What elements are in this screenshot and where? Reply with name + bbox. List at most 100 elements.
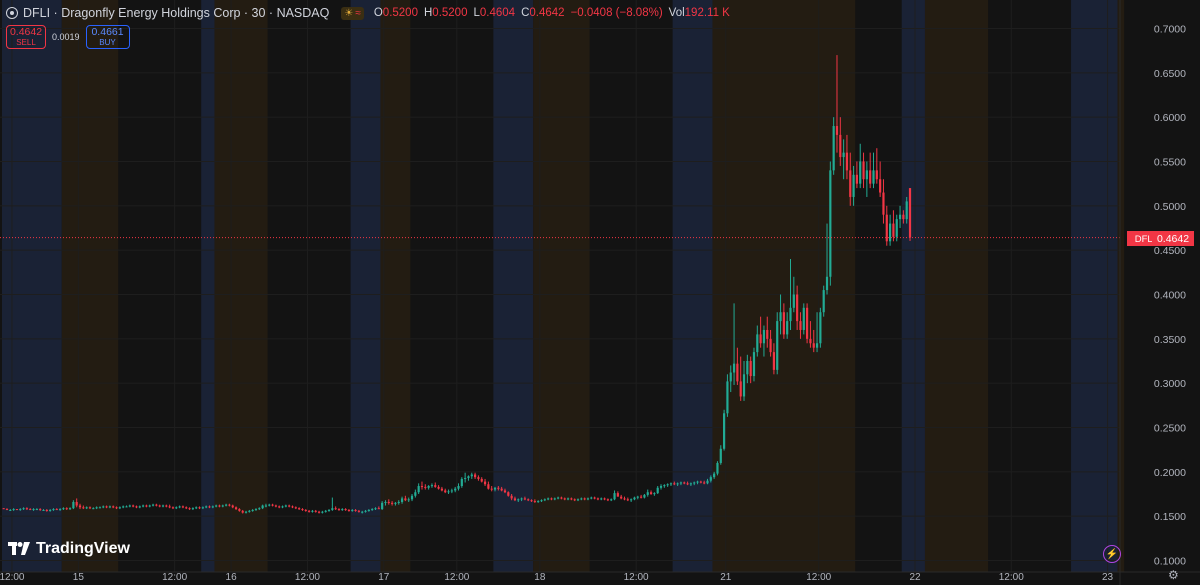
- ohlc-legend: O0.5200 H0.5200 L0.4604 C0.4642 −0.0408 …: [374, 7, 730, 19]
- candle-body: [842, 152, 845, 158]
- candle-body: [254, 509, 258, 511]
- candle-body: [32, 509, 35, 511]
- candle-body: [573, 499, 576, 501]
- candle-body: [822, 290, 825, 313]
- candle-body: [271, 504, 274, 506]
- premarket-session-band: [901, 0, 925, 572]
- candle-body: [208, 506, 211, 508]
- candle-body: [474, 474, 477, 478]
- session-badge[interactable]: ☀ ≈: [341, 6, 364, 20]
- candle-body: [517, 499, 520, 501]
- candle-body: [500, 488, 503, 491]
- candle-body: [789, 307, 792, 322]
- gear-icon[interactable]: ⚙: [1168, 568, 1179, 582]
- candle-body: [424, 486, 427, 488]
- candle-body: [855, 174, 858, 184]
- candle-body: [759, 334, 762, 344]
- candle-body: [889, 223, 892, 242]
- symbol-title[interactable]: DFLI · Dragonfly Energy Holdings Corp · …: [23, 6, 330, 20]
- candle-body: [215, 505, 218, 507]
- candle-body: [118, 507, 121, 509]
- candle-body: [294, 507, 297, 509]
- candle-body: [746, 361, 749, 375]
- candle-body: [766, 329, 769, 339]
- sun-icon: ☀: [344, 7, 354, 19]
- candle-body: [381, 502, 384, 510]
- candle-body: [377, 508, 380, 510]
- y-tick-label: 0.1500: [1154, 511, 1186, 523]
- candle-body: [513, 498, 517, 501]
- candle-body: [626, 499, 629, 501]
- candle-body: [779, 312, 782, 322]
- candle-body: [314, 510, 317, 512]
- candle-body: [25, 508, 28, 510]
- lightning-icon[interactable]: ⚡: [1103, 545, 1121, 563]
- candle-body: [364, 510, 367, 512]
- tradingview-logo-icon: [8, 542, 30, 555]
- candle-body: [138, 506, 141, 508]
- candle-body: [128, 505, 131, 507]
- x-tick-label: 12:00: [444, 572, 469, 583]
- y-tick-label: 0.4000: [1154, 290, 1186, 302]
- candle-body: [371, 509, 374, 511]
- candle-body: [739, 381, 742, 397]
- tradingview-logo[interactable]: TradingView: [8, 540, 130, 558]
- candle-body: [258, 508, 261, 510]
- afterhours-session-band: [533, 0, 590, 572]
- candle-body: [98, 507, 102, 509]
- candle-body: [586, 498, 590, 500]
- candle-body: [560, 497, 563, 499]
- candle-body: [238, 509, 241, 511]
- sell-button[interactable]: 0.4642 SELL: [6, 25, 46, 49]
- sell-label: SELL: [16, 38, 36, 47]
- candle-body: [563, 498, 566, 500]
- price-label-symbol: DFLI: [1135, 234, 1156, 245]
- candle-body: [636, 496, 639, 498]
- y-tick-label: 0.4500: [1154, 245, 1186, 257]
- candle-body: [59, 509, 62, 511]
- candle-body: [616, 493, 619, 497]
- candle-body: [82, 507, 85, 509]
- candle-body: [772, 352, 775, 370]
- candle-body: [530, 500, 533, 502]
- candle-body: [414, 492, 417, 496]
- candle-body: [268, 504, 271, 506]
- candle-body: [762, 329, 766, 344]
- candle-body: [68, 508, 72, 510]
- x-tick-label: 12:00: [999, 572, 1024, 583]
- candle-body: [201, 507, 204, 509]
- volume-label: Vol: [668, 7, 685, 19]
- x-tick-label: 16: [226, 572, 238, 583]
- x-tick-label: 23: [1102, 572, 1114, 583]
- candle-body: [450, 490, 453, 492]
- candle-body: [865, 170, 868, 180]
- candle-body: [898, 214, 902, 220]
- y-tick-label: 0.5500: [1154, 157, 1186, 169]
- candle-body: [583, 498, 586, 500]
- premarket-session-band: [1071, 0, 1118, 572]
- candle-body: [327, 509, 331, 511]
- candle-body: [786, 321, 789, 335]
- candle-body: [659, 486, 663, 488]
- candle-body: [633, 497, 636, 500]
- candle-body: [291, 506, 294, 508]
- candle-body: [165, 505, 168, 507]
- candle-body: [729, 372, 732, 382]
- candle-body: [374, 508, 377, 510]
- candle-body: [2, 508, 5, 510]
- x-tick-label: 18: [534, 572, 546, 583]
- buy-button[interactable]: 0.4661 BUY: [85, 25, 130, 49]
- candle-body: [693, 482, 696, 484]
- candle-body: [9, 509, 12, 511]
- candle-body: [317, 511, 321, 513]
- candle-body: [640, 496, 643, 498]
- candle-body: [557, 497, 560, 499]
- candle-body: [331, 508, 334, 510]
- y-tick-label: 0.3000: [1154, 378, 1186, 390]
- candle-body: [782, 312, 785, 335]
- trade-panel: 0.4642 SELL 0.0019 0.4661 BUY: [6, 25, 130, 49]
- candle-body: [576, 499, 580, 501]
- candle-body: [122, 506, 125, 508]
- candle-body: [580, 498, 583, 500]
